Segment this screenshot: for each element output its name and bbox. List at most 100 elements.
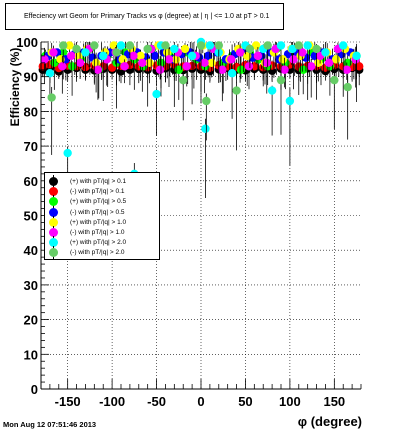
data-point <box>155 65 165 74</box>
data-point <box>289 55 298 64</box>
x-tick-label: 0 <box>197 394 204 409</box>
data-point <box>150 51 159 61</box>
legend-marker <box>49 177 58 186</box>
x-tick-label: 100 <box>279 394 301 409</box>
y-tick-label: 0 <box>31 382 38 397</box>
data-point <box>343 58 352 68</box>
data-point <box>227 69 237 78</box>
data-point <box>152 89 161 99</box>
data-point <box>343 82 352 92</box>
legend-label: (-) with pT/|q| > 0.1 <box>70 188 125 196</box>
legend-entry: (+) with pT/|q| > 0.1 <box>45 175 159 188</box>
data-point <box>65 41 74 50</box>
legend-label: (-) with pT/|q| > 0.5 <box>70 208 125 216</box>
data-point <box>342 65 351 74</box>
timestamp: Mon Aug 12 07:51:46 2013 <box>3 420 97 429</box>
data-point <box>182 62 191 71</box>
legend-marker <box>49 238 58 248</box>
data-point <box>40 55 49 64</box>
data-point <box>112 48 121 57</box>
x-tick-label: -150 <box>55 394 81 409</box>
x-tick-label: 150 <box>323 394 345 409</box>
y-tick-label: 20 <box>24 313 38 328</box>
legend-marker <box>49 217 58 227</box>
data-point <box>120 62 129 71</box>
data-point <box>164 55 174 64</box>
legend-marker <box>49 207 58 217</box>
y-tick-label: 40 <box>24 243 38 258</box>
data-point <box>161 41 170 50</box>
data-point <box>307 62 316 71</box>
legend-entry: (-) with pT/|q| > 0.1 <box>45 185 159 199</box>
data-point <box>50 58 59 68</box>
chart-title: Effeciency wrt Geom for Primary Tracks v… <box>24 13 270 20</box>
data-point <box>174 65 183 74</box>
legend-label: (-) with pT/|q| > 1.0 <box>70 229 125 236</box>
data-point <box>49 48 58 57</box>
data-point <box>267 86 277 95</box>
data-point <box>67 62 77 71</box>
data-point <box>339 41 348 50</box>
data-point <box>294 41 303 50</box>
data-point <box>138 58 147 68</box>
legend-entry: (-) with pT/|q| > 1.0 <box>45 226 159 239</box>
data-point <box>45 69 55 78</box>
y-axis-label: Efficiency (%) <box>8 47 22 127</box>
x-tick-label: -50 <box>147 394 166 409</box>
legend-label: (+) with pT/|q| > 0.5 <box>70 198 127 206</box>
legend-entry: (+) with pT/|q| > 1.0 <box>45 215 159 229</box>
y-tick-label: 80 <box>24 104 38 119</box>
data-point <box>129 51 138 61</box>
x-axis-label: φ (degree) <box>297 414 362 429</box>
data-point <box>72 44 81 54</box>
legend-label: (+) with pT/|q| > 2.0 <box>70 239 127 247</box>
data-point <box>355 62 364 71</box>
data-point <box>67 51 76 61</box>
data-point <box>312 44 321 54</box>
data-point <box>321 48 330 57</box>
data-point <box>331 55 341 64</box>
legend-entry: (-) with pT/|q| > 0.5 <box>45 205 159 219</box>
data-point <box>245 44 255 54</box>
legend: (+) with pT/|q| > 0.1 (-) with pT/|q| > 0… <box>44 172 160 260</box>
data-point <box>205 41 215 50</box>
data-point <box>201 124 210 133</box>
data-point <box>196 41 206 50</box>
data-point <box>90 41 99 50</box>
data-point <box>276 75 286 85</box>
data-point <box>125 41 135 50</box>
x-tick-label: -100 <box>99 394 125 409</box>
data-point <box>180 44 190 54</box>
data-point <box>280 65 289 74</box>
data-point <box>227 55 236 64</box>
y-tick-label: 60 <box>24 174 38 189</box>
data-point <box>99 51 108 61</box>
data-point <box>214 41 223 50</box>
legend-label: (+) with pT/|q| > 0.1 <box>70 178 127 185</box>
data-point <box>47 93 56 102</box>
legend-marker <box>49 187 58 197</box>
data-point <box>93 65 103 74</box>
y-tick-label: 90 <box>24 70 38 85</box>
y-tick-label: 10 <box>24 347 38 362</box>
data-point <box>232 86 241 95</box>
data-point <box>59 41 68 50</box>
data-point <box>236 65 246 74</box>
legend-marker <box>49 228 58 237</box>
legend-marker <box>49 197 58 207</box>
data-point <box>58 62 67 71</box>
data-point <box>75 58 85 68</box>
data-point <box>187 51 197 61</box>
data-point <box>303 41 312 50</box>
data-point <box>218 65 227 74</box>
data-point <box>262 58 271 68</box>
data-point <box>116 41 126 50</box>
y-tick-label: 100 <box>16 35 38 50</box>
data-point <box>179 75 188 85</box>
data-point <box>63 148 72 158</box>
data-point <box>202 96 211 106</box>
y-tick-label: 30 <box>24 278 38 293</box>
data-point <box>298 48 307 57</box>
data-point <box>136 51 145 61</box>
series-7 <box>47 41 352 155</box>
